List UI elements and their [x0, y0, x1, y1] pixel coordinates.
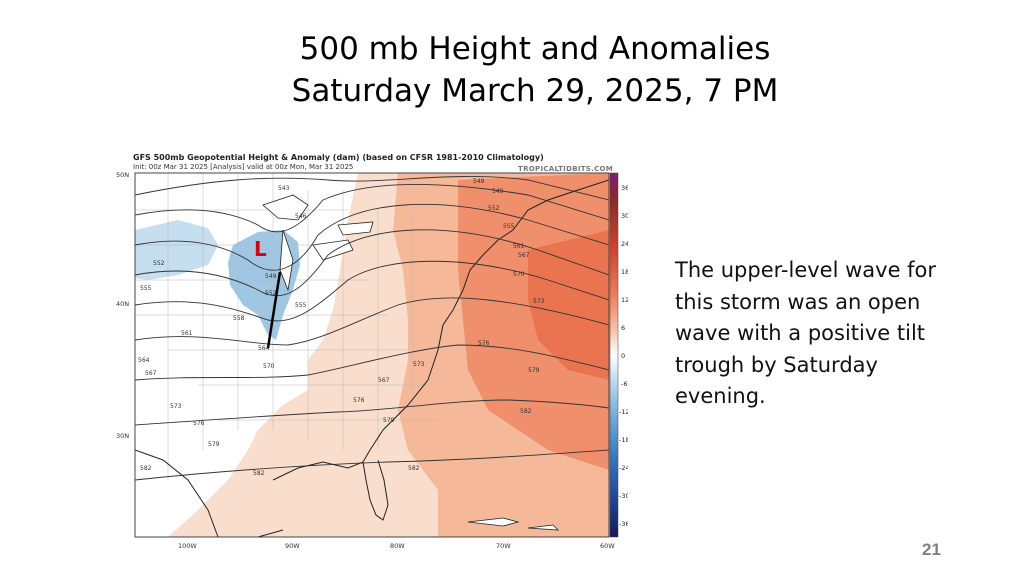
colorbar-label: 30	[621, 212, 628, 220]
lat-label-30n: 30N	[116, 432, 129, 440]
lat-label-50n: 50N	[116, 171, 129, 179]
contour-label: 573	[170, 403, 182, 410]
colorbar-label: 36	[621, 184, 628, 192]
colorbar-label: -12	[619, 408, 628, 416]
contour-label: 555	[140, 285, 152, 292]
contour-label: 552	[265, 290, 277, 297]
colorbar-label: -24	[619, 464, 628, 472]
slide-title: 500 mb Height and Anomalies Saturday Mar…	[255, 28, 815, 112]
colorbar-label: 24	[621, 240, 628, 248]
contour-label: 567	[145, 370, 157, 377]
contour-label: 573	[533, 298, 545, 305]
contour-label: 579	[208, 441, 220, 448]
map-frame	[134, 172, 610, 538]
contour-label: 552	[153, 260, 165, 267]
colorbar-label: 0	[621, 352, 625, 360]
contour-label: 543	[278, 185, 290, 192]
gulf-coast	[135, 449, 284, 537]
contour-label: 576	[193, 420, 205, 427]
page-number: 21	[922, 540, 941, 559]
contour-label: 576	[353, 397, 365, 404]
map-header-init: Init: 00z Mar 31 2025 [Analysis] valid a…	[133, 163, 354, 171]
contour-label: 582	[253, 470, 265, 477]
lon-label-100w: 100W	[178, 542, 197, 550]
map-graphic: L 543 549 552 555 546 549 552 555 558 56…	[116, 171, 628, 550]
contour-label: 564	[258, 345, 270, 352]
contour-label: 549	[492, 188, 504, 195]
colorbar-label: -18	[619, 436, 628, 444]
contour-label: 576	[478, 340, 490, 347]
contour-label: 579	[383, 417, 395, 424]
negative-anomaly-west	[135, 220, 218, 280]
contour-label: 582	[140, 465, 152, 472]
contour-label: 555	[503, 223, 515, 230]
slide-body-text: The upper-level wave for this storm was …	[675, 258, 937, 408]
colorbar-labels: 36 30 24 18 12 6 0 -6 -12 -18 -24 -30 -3…	[619, 184, 628, 528]
contour-label: 555	[295, 302, 307, 309]
lon-label-90w: 90W	[285, 542, 300, 550]
colorbar-label: 18	[621, 268, 628, 276]
contour-label: 567	[378, 377, 390, 384]
title-line-2: Saturday March 29, 2025, 7 PM	[291, 73, 779, 109]
colorbar-label: -30	[619, 492, 628, 500]
coastline	[272, 179, 609, 521]
contour-label: 549	[265, 273, 277, 280]
county-lines	[135, 173, 438, 480]
caribbean-islands	[467, 517, 560, 531]
anomaly-colorbar	[609, 172, 619, 538]
height-contours	[135, 176, 609, 481]
lon-label-70w: 70W	[496, 542, 511, 550]
low-marker: L	[254, 237, 267, 261]
great-lakes	[262, 194, 374, 292]
latitude-labels: 50N 40N 30N	[116, 171, 129, 440]
contour-label: 549	[473, 178, 485, 185]
longitude-labels: 100W 90W 80W 70W 60W	[178, 542, 615, 550]
colorbar-label: 12	[621, 296, 628, 304]
contour-label: 573	[413, 361, 425, 368]
contour-label-group: 543 549 552 555 546 549 552 555 558 561 …	[138, 178, 545, 477]
contour-label: 570	[513, 271, 525, 278]
contour-label: 582	[408, 465, 420, 472]
contour-label: 579	[528, 367, 540, 374]
trough-line	[266, 271, 282, 349]
contour-label: 552	[488, 205, 500, 212]
weather-map-figure: GFS 500mb Geopotential Height & Anomaly …	[108, 150, 628, 555]
contour-label: 567	[518, 252, 530, 259]
contour-label: 558	[233, 315, 245, 322]
colorbar-label: 6	[621, 324, 625, 332]
colorbar-label: -6	[621, 380, 627, 388]
lat-label-40n: 40N	[116, 300, 129, 308]
lon-label-80w: 80W	[390, 542, 405, 550]
title-line-1: 500 mb Height and Anomalies	[299, 31, 771, 67]
map-header-title: GFS 500mb Geopotential Height & Anomaly …	[133, 153, 544, 162]
contour-label: 570	[263, 363, 275, 370]
contour-label: 546	[295, 213, 307, 220]
map-brand: TROPICALTIDBITS.COM	[518, 165, 614, 173]
contour-label: 561	[181, 330, 193, 337]
contour-label: 561	[513, 243, 525, 250]
contour-label: 582	[520, 408, 532, 415]
colorbar-label: -36	[619, 520, 628, 528]
lon-label-60w: 60W	[600, 542, 615, 550]
contour-label: 564	[138, 357, 150, 364]
map-header: GFS 500mb Geopotential Height & Anomaly …	[133, 153, 613, 171]
